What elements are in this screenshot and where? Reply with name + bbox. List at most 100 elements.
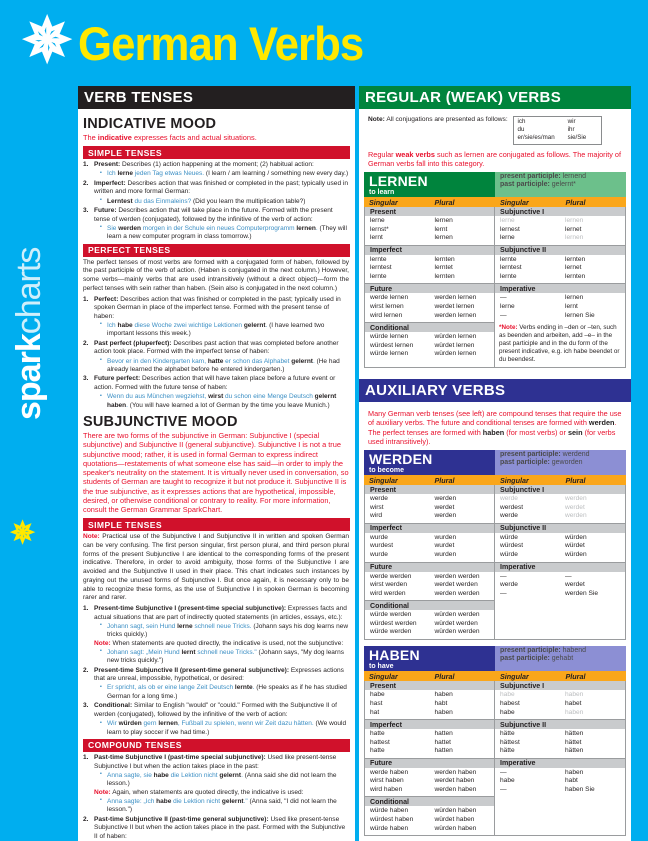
conditional-rows: würde lernen würdest lernen würde lernen w… xyxy=(365,332,494,361)
pronoun-cell: sie/Sie xyxy=(567,134,587,142)
present-participle: present participle: habend xyxy=(500,647,586,655)
example-list: Johann sagt: „Mein Hund lernt schnell ne… xyxy=(100,648,350,666)
note-text: When statements are quoted directly, the… xyxy=(110,639,344,647)
footnote-text: Verbs ending in –den or –ten, such as be… xyxy=(499,324,620,363)
item-text: Similar to English "would" or "could." F… xyxy=(94,702,337,718)
note-text: Practical use of the Subjunctive I and S… xyxy=(83,533,349,602)
item-lead: Conditional: xyxy=(94,702,133,710)
singular-forms: werde haben wirst haben wird haben xyxy=(370,768,409,793)
column-headers: Singular Plural Singular Plural xyxy=(364,475,626,486)
pronoun-cell: du xyxy=(517,126,525,134)
row-label-subjunctive-2: Subjunctive II xyxy=(495,719,625,730)
pp-value: gelernt* xyxy=(551,180,576,188)
indicative-perfect-list: Perfect: Describes action that was finis… xyxy=(83,296,350,411)
conjugation-grid: Present habe hast hat haben habt haben Imperfec… xyxy=(364,681,626,837)
right-column: REGULAR (WEAK) VERBS Note: All conjugati… xyxy=(359,86,631,841)
verb-table-werden: WERDEN to become present participle: werde… xyxy=(364,449,626,640)
list-item: Future: Describes action that will take … xyxy=(83,207,350,242)
singular-forms: lerne lernst* lernt xyxy=(370,217,389,242)
left-content: INDICATIVE MOOD The indicative expresses… xyxy=(78,109,355,841)
imperfect-rows: lernte lerntest lernte lernten lerntet lernt… xyxy=(365,255,494,284)
example-list: Johann sagt, sein Hund lerne schnell neu… xyxy=(100,622,350,640)
subjunctive-note: Note: Practical use of the Subjunctive I… xyxy=(83,533,350,605)
asterisk-icon: ✵ xyxy=(22,7,73,74)
row-label-subjunctive-1: Subjunctive I xyxy=(495,485,625,495)
regular-verbs-intro: Regular weak verbs such as lernen are co… xyxy=(364,147,626,172)
list-item: Perfect: Describes action that was finis… xyxy=(83,296,350,339)
plural-forms: würden werden würdet werden würden werden xyxy=(434,611,480,636)
example-item: Johann sagt: „Mein Hund lernt schnell ne… xyxy=(100,648,350,666)
lernen-footnote: *Note: Verbs ending in –den or –ten, suc… xyxy=(495,322,625,367)
plural-forms: lernten lernet lernten xyxy=(565,255,586,280)
desc-post: expresses facts and actual situations. xyxy=(131,133,257,142)
aux-sein: sein xyxy=(567,427,583,437)
present-participle: present participle: lernend xyxy=(495,172,626,180)
pronoun-key-box: ich wir du ihr er/sie/es/man sie/Sie xyxy=(512,116,603,145)
example-item: Anna sagte: „Ich habe die Lektion nicht … xyxy=(100,797,350,815)
indicative-simple-list: Present: Describes (1) action happening … xyxy=(83,161,350,241)
singular-forms: würde werden würdest werden würde werden xyxy=(370,611,417,636)
list-item: Past-time Subjunctive II (past-time gene… xyxy=(83,816,350,841)
verb-title-cell: HABEN to have xyxy=(364,645,495,672)
intro-post: such as lernen are conjugated as follows… xyxy=(368,149,621,169)
col-header: Plural xyxy=(434,671,455,681)
subjunctive-2-rows: würde würdest würde würden würdet würden xyxy=(495,533,625,562)
row-label-conditional: Conditional xyxy=(365,600,494,611)
subjunctive-simple-list: Present-time Subjunctive I (present-time… xyxy=(83,605,350,737)
plural-forms: wurden wurdet wurden xyxy=(434,533,457,558)
past-participle: past participle: geworden xyxy=(500,458,583,466)
item-text: Describes (1) action happening at the mo… xyxy=(120,161,314,169)
plural-forms: lernen lernt lernen xyxy=(434,217,453,242)
perfect-tenses-banner: PERFECT TENSES xyxy=(83,243,350,257)
row-label-imperative: Imperative xyxy=(495,757,625,768)
inner-note: Note: Again, when statements are quoted … xyxy=(94,789,350,798)
item-lead: Present-time Subjunctive I (present-time… xyxy=(94,605,287,612)
example-list: Anna sagte: „Ich habe die Lektion nicht … xyxy=(100,797,350,815)
item-lead: Present: xyxy=(94,161,121,169)
auxiliary-verb-tables: WERDEN to become present participle: werde… xyxy=(364,449,626,841)
table-row: er/sie/es/man sie/Sie xyxy=(517,134,599,142)
regular-weak-verbs-banner: REGULAR (WEAK) VERBS xyxy=(359,86,631,109)
singular-forms: werde lernen wirst lernen wird lernen xyxy=(370,294,409,319)
example-item: Er spricht, als ob er eine lange Zeit De… xyxy=(100,684,350,701)
list-item: Imperfect: Describes action that was fin… xyxy=(83,180,350,206)
conjugation-grid: Present lerne lernst* lernt lernen lernt ler… xyxy=(364,207,626,368)
footnote-label: *Note: xyxy=(499,324,518,332)
row-label-subjunctive-2: Subjunctive II xyxy=(495,522,625,533)
col-header-plural: Plural xyxy=(565,197,586,207)
example-item: Anna sagte, sie habe die Lektion nicht g… xyxy=(100,771,350,789)
list-item: Present-time Subjunctive I (present-time… xyxy=(83,605,350,666)
example-item: Ich habe diese Woche zwei wichtige Lekti… xyxy=(100,321,350,339)
auxiliary-intro: Many German verb tenses (see left) are c… xyxy=(368,408,622,447)
conjugation-grid: Present werde wirst wird werden werdet werden I… xyxy=(364,485,626,640)
col-header: Plural xyxy=(565,475,586,485)
col-header: Singular xyxy=(500,475,529,485)
singular-forms: habe hast hat xyxy=(370,691,385,716)
auxiliary-verbs-banner: AUXILIARY VERBS xyxy=(359,378,631,402)
item-lead: Past perfect (pluperfect): xyxy=(94,339,172,347)
brand-asterisk-icon: ✵ xyxy=(10,517,36,550)
intro-bold: weak verbs xyxy=(395,149,435,159)
plural-forms: hatten hattet hatten xyxy=(434,730,453,755)
plural-forms: lernen lernet lernen xyxy=(565,217,584,242)
perfect-tenses-intro: The perfect tenses of most verbs are for… xyxy=(83,258,349,292)
subjunctive-1-rows: habe habest habe haben habet haben xyxy=(495,690,625,719)
aux-haben: haben xyxy=(482,427,505,437)
participle-cell: present participle: werdend past particip… xyxy=(495,449,626,476)
singular-forms: lernte lerntest lernte xyxy=(500,255,522,280)
left-column: VERB TENSES INDICATIVE MOOD The indicati… xyxy=(78,86,355,841)
col-header: Plural xyxy=(434,475,455,485)
col-header: Singular xyxy=(369,671,398,681)
example-item: Bevor er in den Kindergarten kam, hatte … xyxy=(100,357,350,375)
row-label-subjunctive-1: Subjunctive I xyxy=(495,681,625,691)
present-rows: lerne lernst* lernt lernen lernt lernen xyxy=(365,216,494,245)
example-item: Ich lerne jeden Tag etwas Neues. (I lear… xyxy=(100,170,350,178)
aux-werden: werden xyxy=(588,418,615,428)
verb-table-haben: HABEN to have present participle: habend pa… xyxy=(364,645,626,837)
subjunctive-compound-list: Past-time Subjunctive I (past-time speci… xyxy=(83,754,350,841)
table-row: ich wir xyxy=(517,118,599,126)
verb-name: HABEN xyxy=(364,645,495,663)
subjunctive-mood-intro: There are two forms of the subjunctive i… xyxy=(83,431,349,515)
example-list: Er spricht, als ob er eine lange Zeit De… xyxy=(100,684,350,701)
